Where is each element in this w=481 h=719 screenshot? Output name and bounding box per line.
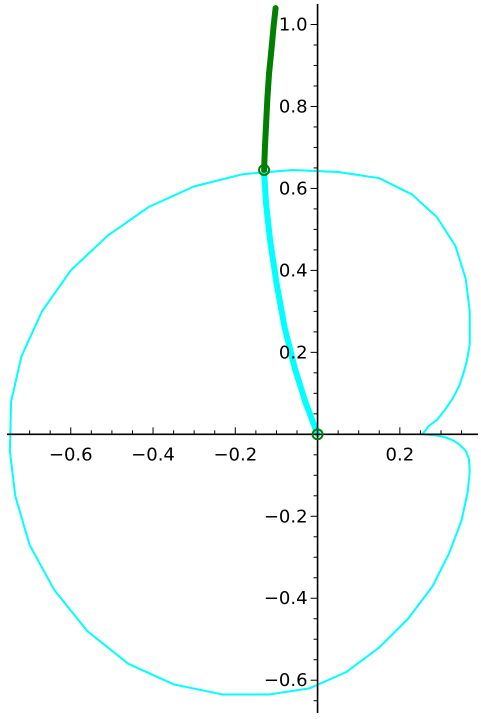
y-tick-label: −0.2 xyxy=(264,506,308,527)
marker-point-0 xyxy=(311,428,324,441)
x-tick-label: 0.2 xyxy=(386,444,415,465)
y-tick-label: 0.8 xyxy=(279,96,308,117)
series-line-0 xyxy=(8,168,471,696)
y-tick-label: −0.4 xyxy=(264,588,308,609)
y-tick-label: −0.6 xyxy=(264,670,308,691)
points-layer xyxy=(258,163,324,441)
x-tick-label: −0.4 xyxy=(131,444,175,465)
y-tick-label: 0.2 xyxy=(279,342,308,363)
series-line-1 xyxy=(261,169,321,438)
series-layer xyxy=(8,5,471,696)
y-tick-label: 0.4 xyxy=(279,260,308,281)
y-tick-label: 0.6 xyxy=(279,178,308,199)
marker-point-1 xyxy=(258,163,271,176)
series-line-2 xyxy=(261,5,279,173)
axes-layer: −0.6 −0.4 −0.2 0.2 1.0 0.8 0.6 0.4 0.2 −0.2 −0.4 −0… xyxy=(7,4,478,713)
x-tick-label: −0.2 xyxy=(213,444,257,465)
y-tick-label: 1.0 xyxy=(279,14,308,35)
x-tick-label: −0.6 xyxy=(49,444,93,465)
